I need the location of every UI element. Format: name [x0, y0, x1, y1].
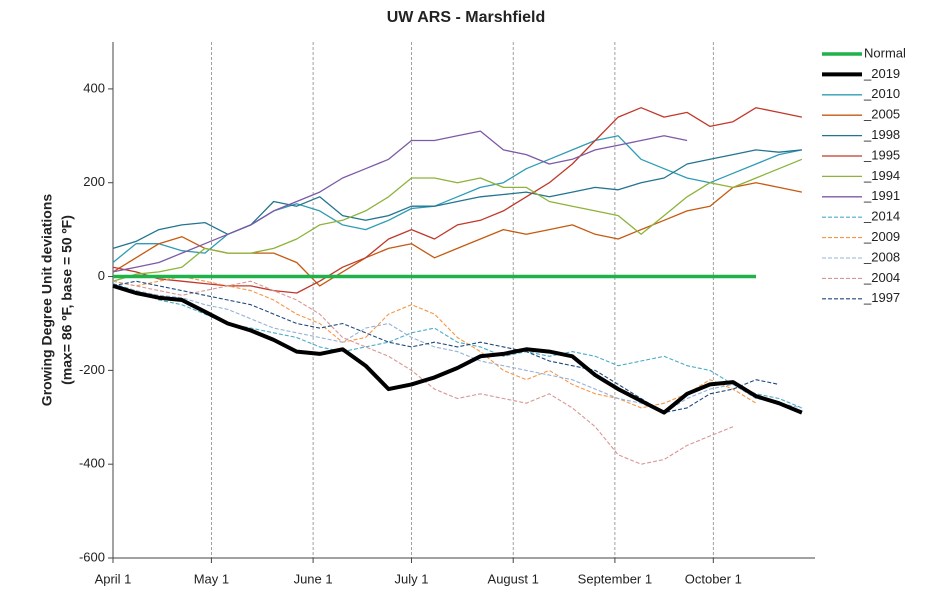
y-axis-label: (max= 86 ºF, base = 50 ºF): [59, 215, 75, 385]
legend-label: _1998: [863, 127, 900, 142]
chart-title: UW ARS - Marshfield: [387, 9, 546, 26]
series-line: [112, 130, 688, 273]
legend-label: _2014: [863, 209, 900, 224]
legend-label: _2019: [863, 66, 900, 81]
legend-label: Normal: [864, 45, 906, 60]
legend-label: _2009: [863, 229, 900, 244]
x-tick-label: October 1: [685, 571, 742, 586]
legend-label: _1995: [863, 147, 900, 162]
x-tick-label: April 1: [95, 571, 132, 586]
series-line: [112, 283, 803, 415]
x-tick-label: July 1: [395, 571, 429, 586]
y-tick-label: -200: [79, 362, 105, 377]
legend-label: _2010: [863, 86, 900, 101]
x-tick-label: June 1: [294, 571, 333, 586]
x-tick-label: May 1: [194, 571, 229, 586]
y-tick-label: 0: [98, 268, 105, 283]
series-line: [112, 149, 802, 250]
series-line: [112, 280, 734, 465]
series-line: [112, 182, 803, 287]
legend-label: _1997: [863, 290, 900, 305]
y-tick-label: -400: [79, 456, 105, 471]
legend-label: _2008: [863, 249, 900, 264]
y-tick-label: 400: [83, 80, 105, 95]
x-tick-label: August 1: [488, 571, 539, 586]
y-axis-label: Growing Degree Unit deviations: [39, 194, 55, 407]
legend-label: _1994: [863, 168, 900, 183]
series-line: [112, 135, 803, 264]
y-tick-label: -600: [79, 549, 105, 564]
series-line: [112, 285, 803, 414]
x-tick-label: September 1: [578, 571, 652, 586]
legend-label: _2004: [863, 270, 900, 285]
series-line: [112, 275, 757, 409]
legend-label: _1991: [863, 188, 900, 203]
y-tick-label: 200: [83, 174, 105, 189]
series-line: [112, 280, 780, 414]
series-line: [112, 158, 803, 282]
legend-label: _2005: [863, 107, 900, 122]
